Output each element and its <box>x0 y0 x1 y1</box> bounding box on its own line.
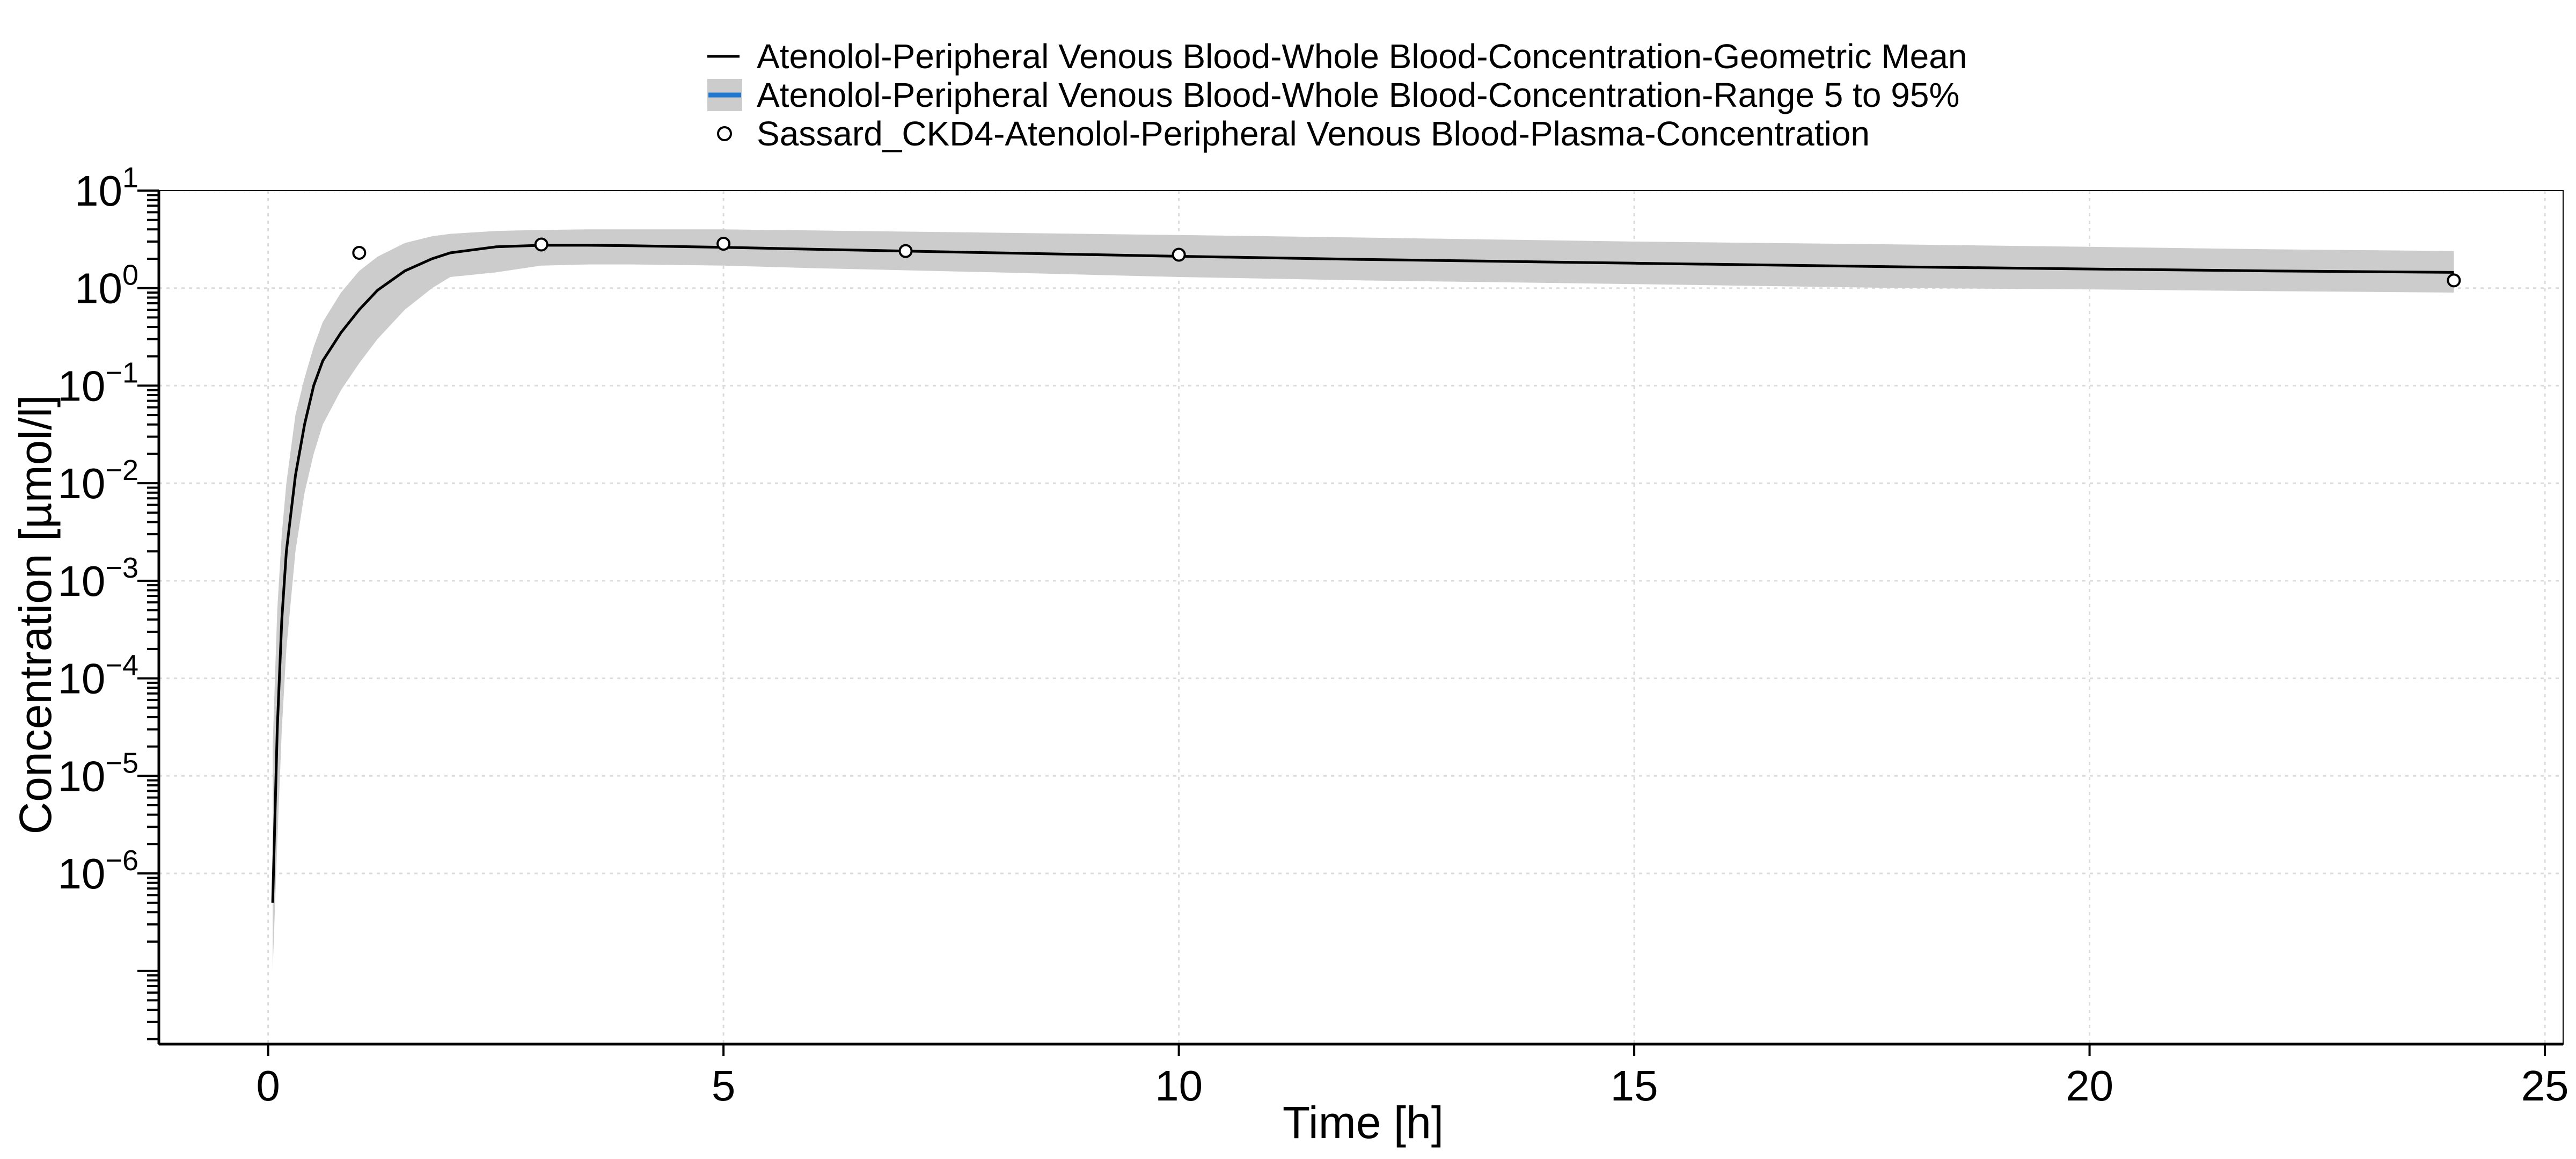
legend-marker-swatch <box>717 126 732 141</box>
y-tick-label: 10−2 <box>57 454 138 507</box>
axes: 0 5 10 15 20 25 101 100 10−1 10−2 10−3 10−4 10−5 10−6 <box>57 162 2568 1110</box>
legend-label: Atenolol-Peripheral Venous Blood-Whole B… <box>757 76 1959 114</box>
geometric-mean-line <box>271 244 2454 903</box>
x-axis-title: Time [h] <box>1283 1097 1444 1148</box>
observed-data-point <box>534 237 548 252</box>
x-tick-label: 15 <box>1611 1062 1658 1110</box>
y-tick-label: 10−5 <box>57 747 138 800</box>
y-tick-label: 10−3 <box>57 552 138 605</box>
plot-frame <box>158 190 2564 1045</box>
y-tick-label: 100 <box>75 259 138 312</box>
y-axis-title: Concentration [µmol/l] <box>10 395 61 835</box>
range-band <box>273 229 2454 971</box>
legend-label: Sassard_CKD4-Atenolol-Peripheral Venous … <box>757 114 1870 153</box>
x-tick-label: 25 <box>2521 1062 2569 1110</box>
observed-data-point <box>898 244 913 258</box>
observed-data-point <box>2447 273 2461 288</box>
y-tick-label: 10−1 <box>57 356 138 410</box>
plot-area <box>271 229 2461 971</box>
x-tick-label: 5 <box>712 1062 736 1110</box>
y-tick-label: 10−6 <box>57 844 138 898</box>
observed-data-point <box>716 237 731 251</box>
grid <box>159 189 2563 1044</box>
x-tick-label: 20 <box>2066 1062 2113 1110</box>
observed-data-point <box>1172 247 1186 262</box>
x-tick-label: 10 <box>1155 1062 1203 1110</box>
y-tick-label: 101 <box>75 162 138 215</box>
observed-data-point <box>352 245 367 260</box>
legend: Atenolol-Peripheral Venous Blood-Whole B… <box>707 37 1967 153</box>
x-tick-label: 0 <box>256 1062 280 1110</box>
legend-label: Atenolol-Peripheral Venous Blood-Whole B… <box>757 37 1967 76</box>
y-tick-label: 10−4 <box>57 650 138 703</box>
